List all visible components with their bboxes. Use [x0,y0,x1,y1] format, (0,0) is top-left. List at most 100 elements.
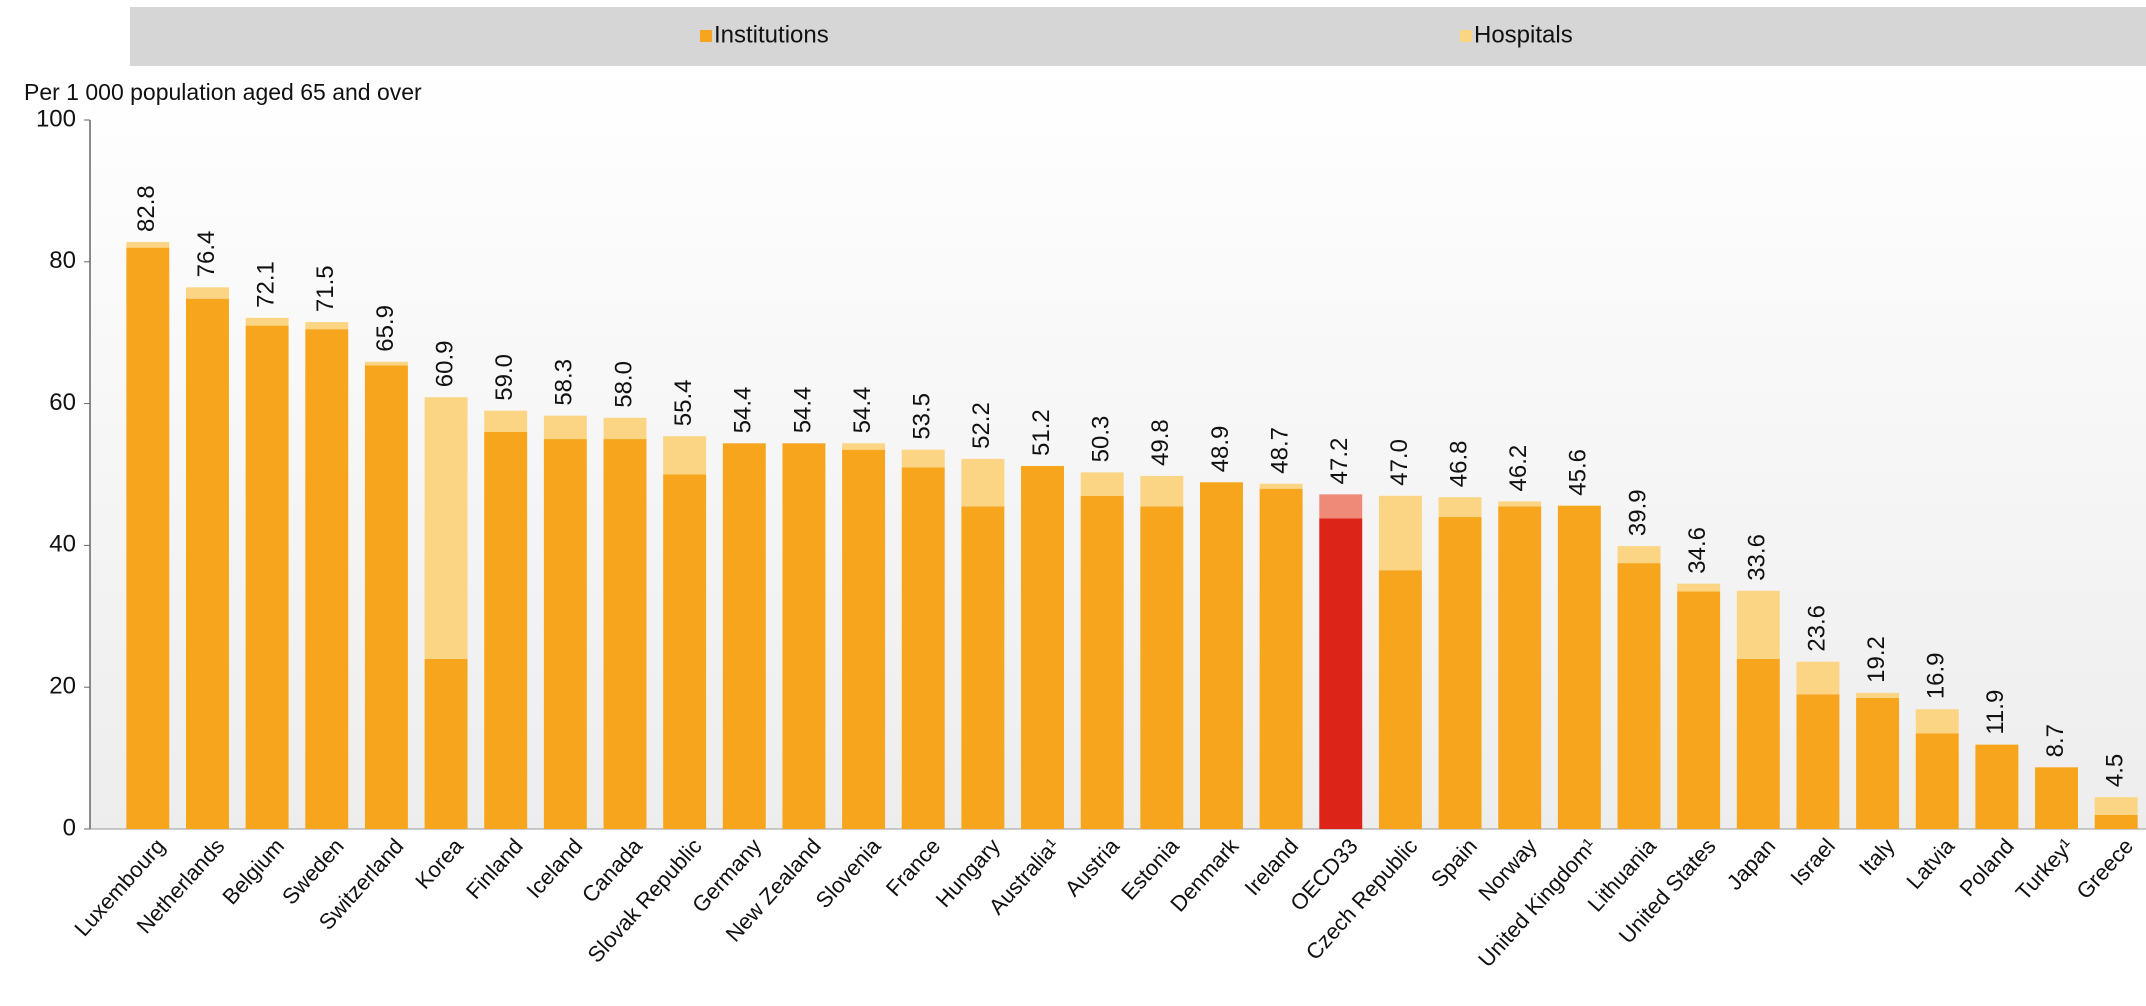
bar-segment [1677,591,1721,829]
bar-segment [1080,495,1124,829]
bar-segment [961,458,1005,507]
value-label: 46.2 [1505,445,1532,492]
bar-segment [1498,501,1542,507]
value-label: 46.8 [1445,440,1472,487]
bar-segment [364,365,408,829]
value-label: 82.8 [133,185,160,232]
value-label: 47.0 [1386,439,1413,486]
bar-segment [1498,506,1542,829]
x-tick-label: Latvia [1901,833,1959,894]
bar-segment [424,658,468,829]
value-label: 49.8 [1147,419,1174,466]
bar-segment [1021,465,1065,829]
value-label: 11.9 [1982,690,2009,735]
bar-segment [245,325,289,829]
x-tick-label: Austria [1060,833,1125,901]
value-label: 34.6 [1684,527,1711,574]
x-tick-label: Czech Republic [1301,834,1423,965]
bar-segment [782,443,826,829]
bar-segment [543,415,587,440]
x-tick-label: Finland [461,834,528,904]
bar-segment [1915,733,1959,829]
bar-segment [1319,518,1363,829]
x-tick-label: Slovenia [811,833,887,913]
value-label: 52.2 [968,402,995,449]
y-tick-label: 0 [63,814,76,841]
bar-segment [1378,495,1422,571]
bar-segment [603,439,647,829]
value-label: 19.2 [1863,636,1890,683]
y-tick-label: 60 [49,389,76,416]
value-label: 76.4 [193,231,220,278]
bar-segment [126,241,170,248]
bar-segment [1677,583,1721,592]
bar-segment [1438,517,1482,829]
bar-segment [1975,744,2019,829]
bar-segment [185,287,229,299]
y-tick-label: 40 [49,531,76,558]
value-label: 4.5 [2102,754,2129,787]
bar-segment [1259,488,1303,829]
bar-segment [2035,767,2079,829]
bar-segment [126,247,170,829]
bar-segment [185,298,229,830]
y-tick-label: 80 [49,247,76,274]
bar-segment [1796,694,1840,829]
bar-segment [1617,546,1661,564]
bar-segment [1140,506,1184,829]
value-label: 33.6 [1744,534,1771,581]
bar-segment [2094,797,2138,815]
bar-segment [901,467,945,829]
value-label: 58.3 [551,359,578,406]
x-tick-label: Israel [1785,834,1840,891]
bar-segment [364,361,408,366]
value-label: 51.2 [1028,409,1055,456]
bar-segment [603,417,647,440]
value-label: 16.9 [1923,652,1950,699]
bar-segment [901,449,945,468]
bar-segment [1856,697,1900,829]
y-tick-label: 20 [49,673,76,700]
value-label: 39.9 [1624,489,1651,536]
bar-segment [484,410,528,432]
legend-band [130,7,2146,66]
y-tick-label: 100 [36,105,76,132]
value-label: 55.4 [670,379,697,426]
value-label: 60.9 [431,341,458,388]
bar-segment [842,443,886,450]
bar-segment [722,443,766,829]
legend-swatch [700,30,712,42]
value-label: 47.2 [1326,438,1353,485]
bar-segment [1856,692,1900,698]
x-tick-label: Greece [2071,834,2138,904]
bar-segment [1080,472,1124,496]
x-tick-label: Belgium [217,834,289,910]
bar-segment [1736,590,1780,659]
bar-segment [543,439,587,829]
bar-segment [2094,814,2138,829]
bar-segment [484,431,528,829]
bar-segment [961,506,1005,829]
bar-segment [1796,661,1840,695]
bar-segment [663,436,707,475]
legend-label: Hospitals [1474,21,1573,48]
bar-segment [245,317,289,326]
value-label: 59.0 [491,354,518,401]
bar-segment [663,474,707,829]
x-tick-label: Italy [1854,834,1900,881]
bar-segment [1319,494,1363,519]
bar-segment [305,322,349,330]
bar-segment [1438,497,1482,518]
bar-segment [424,397,468,659]
x-tick-label: Japan [1722,834,1781,895]
value-label: 54.4 [730,387,757,434]
x-tick-label: Korea [410,833,468,894]
legend-label: Institutions [714,21,829,48]
value-label: 8.7 [2042,724,2069,757]
bar-segment [1736,658,1780,829]
value-label: 58.0 [610,361,637,408]
bar-segment [1617,563,1661,829]
value-label: 65.9 [372,305,399,352]
value-label: 50.3 [1088,416,1115,463]
